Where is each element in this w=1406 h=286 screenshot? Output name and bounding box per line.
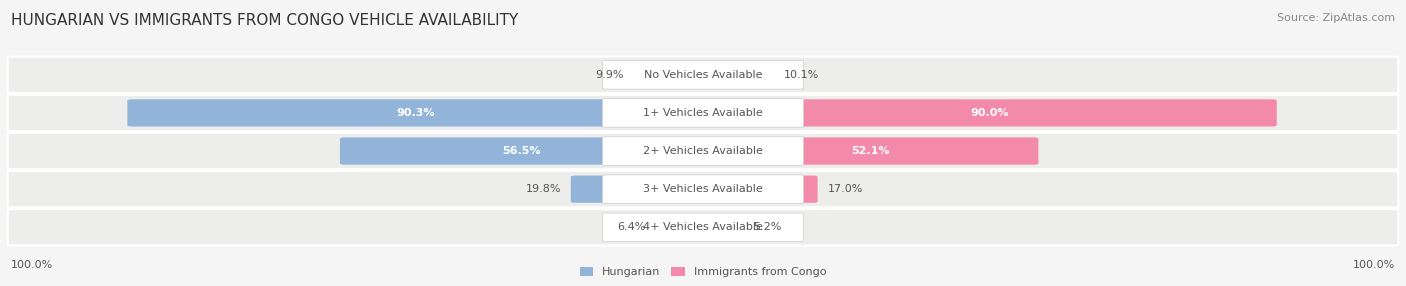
Text: 17.0%: 17.0%: [827, 184, 863, 194]
Text: 56.5%: 56.5%: [502, 146, 541, 156]
Text: 4+ Vehicles Available: 4+ Vehicles Available: [643, 222, 763, 232]
FancyBboxPatch shape: [602, 137, 804, 165]
Text: 19.8%: 19.8%: [526, 184, 561, 194]
FancyBboxPatch shape: [655, 214, 703, 241]
Text: No Vehicles Available: No Vehicles Available: [644, 70, 762, 80]
Text: 52.1%: 52.1%: [851, 146, 890, 156]
FancyBboxPatch shape: [340, 138, 703, 165]
FancyBboxPatch shape: [7, 57, 1399, 93]
FancyBboxPatch shape: [7, 209, 1399, 245]
Text: 90.0%: 90.0%: [970, 108, 1008, 118]
Text: 9.9%: 9.9%: [595, 70, 623, 80]
Text: 90.3%: 90.3%: [396, 108, 434, 118]
FancyBboxPatch shape: [703, 214, 744, 241]
Text: 5.2%: 5.2%: [754, 222, 782, 232]
Text: 6.4%: 6.4%: [617, 222, 645, 232]
FancyBboxPatch shape: [703, 138, 1039, 165]
FancyBboxPatch shape: [602, 213, 804, 242]
Text: Source: ZipAtlas.com: Source: ZipAtlas.com: [1277, 13, 1395, 23]
Text: 100.0%: 100.0%: [1353, 260, 1395, 270]
Text: 100.0%: 100.0%: [11, 260, 53, 270]
FancyBboxPatch shape: [571, 176, 703, 203]
Legend: Hungarian, Immigrants from Congo: Hungarian, Immigrants from Congo: [575, 263, 831, 282]
FancyBboxPatch shape: [703, 61, 775, 88]
Text: 10.1%: 10.1%: [785, 70, 820, 80]
FancyBboxPatch shape: [602, 61, 804, 89]
Text: 3+ Vehicles Available: 3+ Vehicles Available: [643, 184, 763, 194]
Text: 2+ Vehicles Available: 2+ Vehicles Available: [643, 146, 763, 156]
FancyBboxPatch shape: [7, 133, 1399, 169]
Text: HUNGARIAN VS IMMIGRANTS FROM CONGO VEHICLE AVAILABILITY: HUNGARIAN VS IMMIGRANTS FROM CONGO VEHIC…: [11, 13, 519, 28]
FancyBboxPatch shape: [602, 175, 804, 203]
FancyBboxPatch shape: [633, 61, 703, 88]
FancyBboxPatch shape: [7, 95, 1399, 131]
FancyBboxPatch shape: [703, 176, 818, 203]
FancyBboxPatch shape: [703, 99, 1277, 126]
FancyBboxPatch shape: [602, 99, 804, 127]
FancyBboxPatch shape: [7, 171, 1399, 207]
FancyBboxPatch shape: [128, 99, 703, 126]
Text: 1+ Vehicles Available: 1+ Vehicles Available: [643, 108, 763, 118]
